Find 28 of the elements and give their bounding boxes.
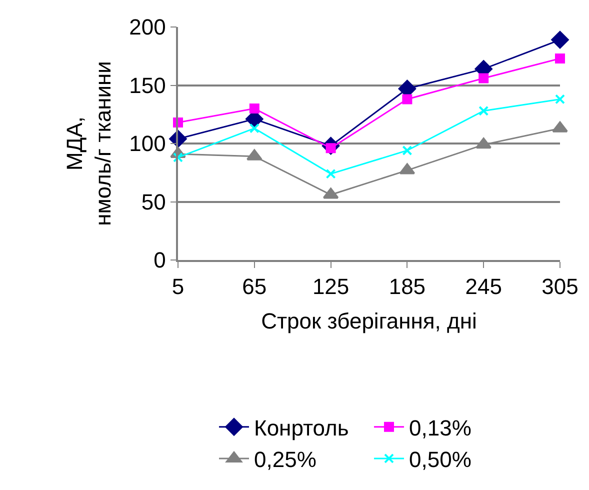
y-tick-label: 100 — [129, 131, 166, 156]
y-axis-title: МДА, нмоль/г тканини — [62, 61, 116, 226]
x-tick-label: 5 — [172, 274, 184, 300]
y-tick-label: 200 — [129, 14, 166, 40]
y-tick-label: 50 — [141, 189, 166, 214]
point — [478, 73, 489, 84]
x-tick-label: 185 — [388, 274, 426, 300]
point — [249, 123, 260, 134]
legend-label: 0,50% — [409, 447, 472, 472]
x-tick-label: 65 — [242, 274, 267, 300]
x-tick-label: 245 — [465, 274, 502, 300]
point — [249, 104, 260, 114]
point — [551, 31, 569, 49]
x-axis-title: Строк зберігання, дні — [261, 308, 477, 334]
point — [402, 145, 412, 156]
legend-label: Конртоль — [254, 415, 349, 440]
point — [555, 94, 565, 104]
legend-label: 0,13% — [409, 415, 472, 440]
point — [402, 94, 412, 104]
point — [326, 168, 336, 179]
x-tick-label: 305 — [542, 274, 578, 300]
y-tick-label: 150 — [129, 72, 166, 98]
point — [478, 106, 489, 116]
legend-label: 0,25% — [254, 447, 316, 472]
point — [555, 53, 565, 64]
x-tick-label: 125 — [312, 274, 350, 300]
point — [552, 121, 568, 132]
y-tick-label: 0 — [154, 248, 166, 273]
